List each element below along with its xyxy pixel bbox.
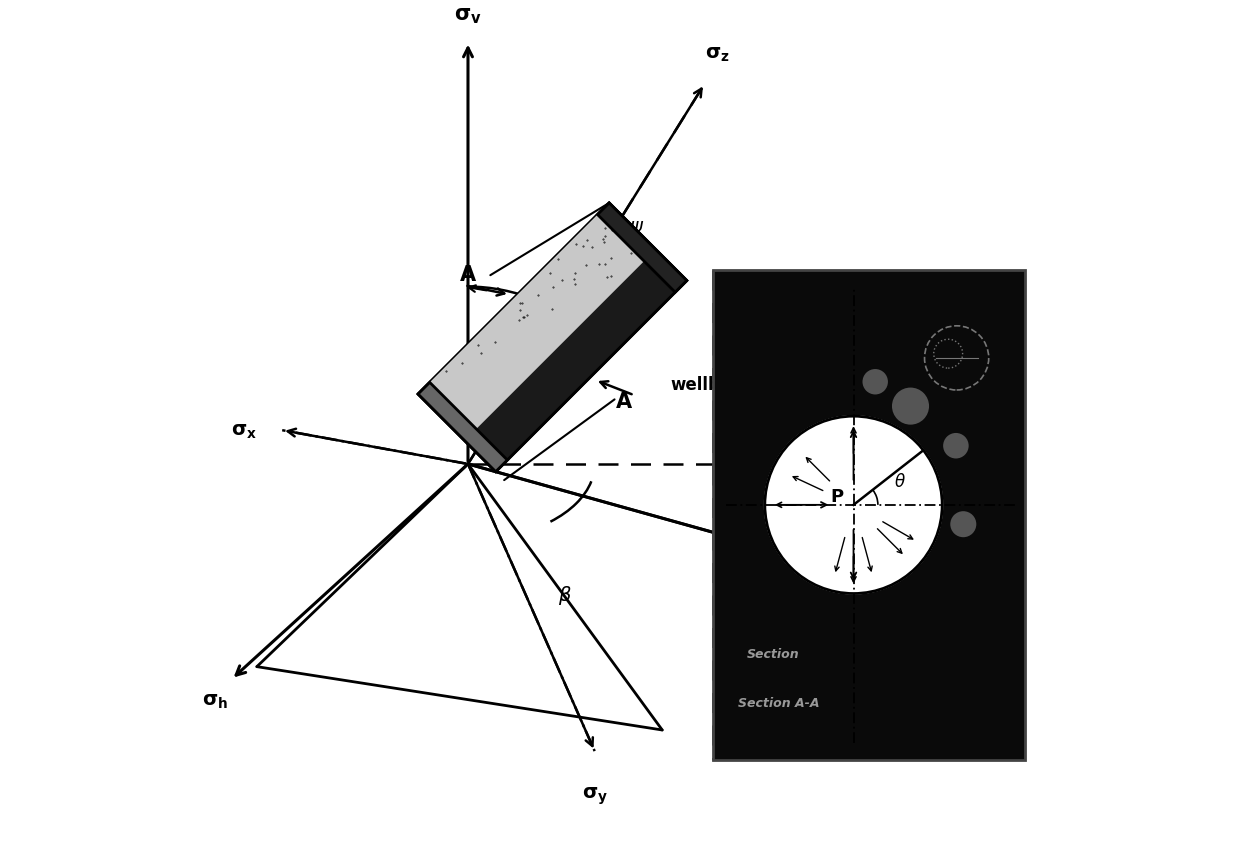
Text: $\mathbf{\sigma_v}$: $\mathbf{\sigma_v}$ — [454, 6, 482, 26]
Circle shape — [944, 434, 968, 459]
Polygon shape — [418, 203, 687, 472]
Text: $\theta$: $\theta$ — [894, 473, 906, 490]
Text: $\beta$: $\beta$ — [558, 584, 572, 607]
Text: A: A — [616, 391, 632, 411]
Text: wellbore: wellbore — [671, 376, 751, 393]
Polygon shape — [418, 203, 656, 441]
Circle shape — [863, 370, 888, 395]
Circle shape — [950, 511, 976, 538]
Text: Section: Section — [746, 647, 800, 660]
Text: A: A — [460, 265, 476, 284]
FancyBboxPatch shape — [713, 270, 1025, 760]
Circle shape — [892, 388, 929, 425]
Text: $\mathbf{\sigma_y}$: $\mathbf{\sigma_y}$ — [582, 785, 608, 806]
Text: $\mathbf{\sigma_H}$: $\mathbf{\sigma_H}$ — [936, 586, 965, 604]
Circle shape — [765, 417, 942, 594]
Text: Section A-A: Section A-A — [738, 695, 820, 709]
Text: $\mathbf{\sigma_x}$: $\mathbf{\sigma_x}$ — [231, 421, 257, 441]
Text: $\mathbf{\sigma_h}$: $\mathbf{\sigma_h}$ — [202, 691, 228, 710]
Text: $\mathbf{\sigma_z}$: $\mathbf{\sigma_z}$ — [704, 45, 729, 64]
Text: P: P — [830, 487, 843, 505]
Text: $\psi$: $\psi$ — [630, 219, 645, 238]
Polygon shape — [418, 383, 507, 472]
Polygon shape — [598, 203, 687, 293]
